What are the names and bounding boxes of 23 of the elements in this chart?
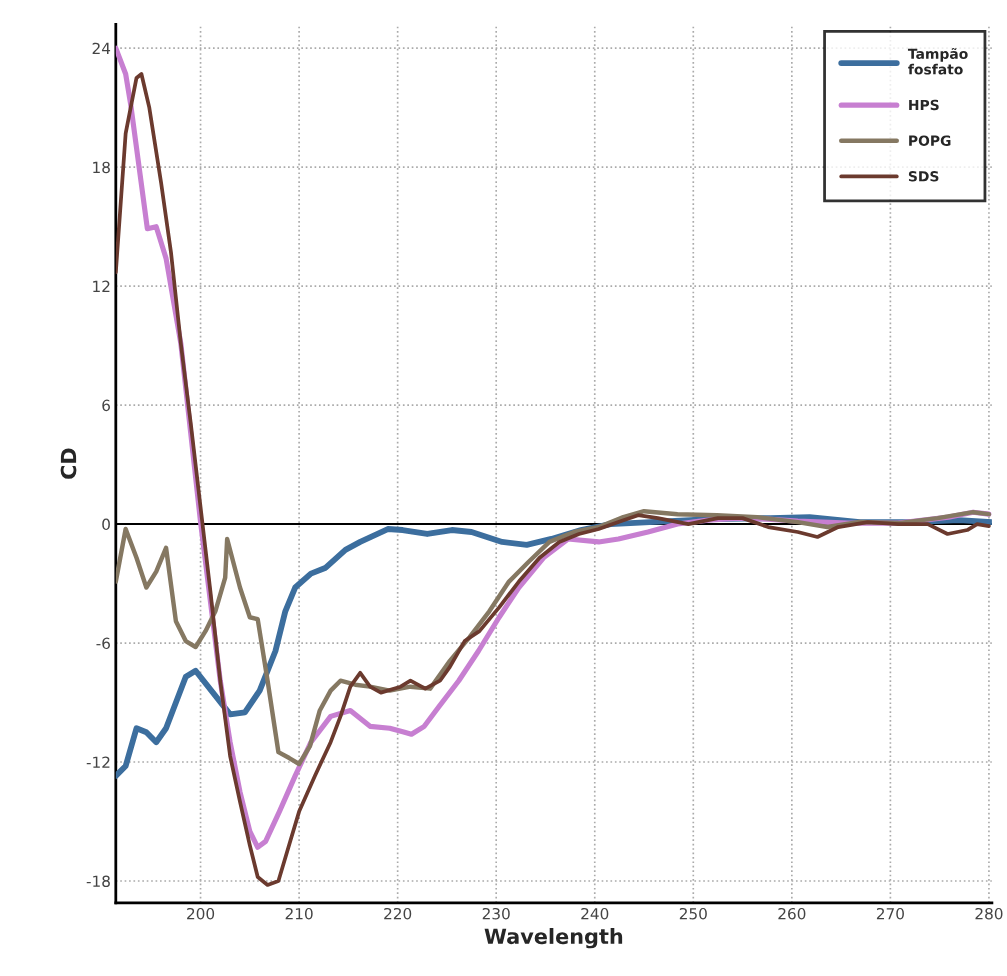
y-tick-label: 12 — [93, 280, 110, 292]
x-tick-label: 240 — [581, 907, 609, 920]
x-tick-label: 270 — [876, 907, 904, 920]
x-tick-label: 230 — [482, 907, 510, 920]
y-tick-label: 0 — [102, 518, 110, 531]
y-axis-title: CD — [60, 448, 77, 479]
legend-label: Tampão fosfato — [907, 48, 968, 75]
legend-label: HPS — [909, 99, 939, 111]
y-tick-label: -18 — [86, 875, 110, 888]
x-axis-title: Wavelength — [484, 928, 623, 949]
legend-label: POPG — [909, 135, 951, 146]
y-tick-label: 6 — [102, 399, 110, 412]
x-tick-label: 250 — [679, 907, 707, 920]
y-tick-label: 24 — [92, 42, 111, 54]
x-tick-label: 260 — [778, 907, 806, 920]
x-tick-label: 280 — [975, 907, 1003, 920]
x-tick-label: 200 — [187, 907, 215, 920]
y-tick-label: 18 — [93, 161, 110, 174]
x-tick-label: 210 — [285, 907, 313, 920]
x-tick-label: 220 — [384, 907, 412, 920]
y-tick-label: -6 — [96, 637, 110, 650]
y-tick-label: -12 — [86, 756, 110, 768]
legend-label: SDS — [908, 171, 939, 182]
